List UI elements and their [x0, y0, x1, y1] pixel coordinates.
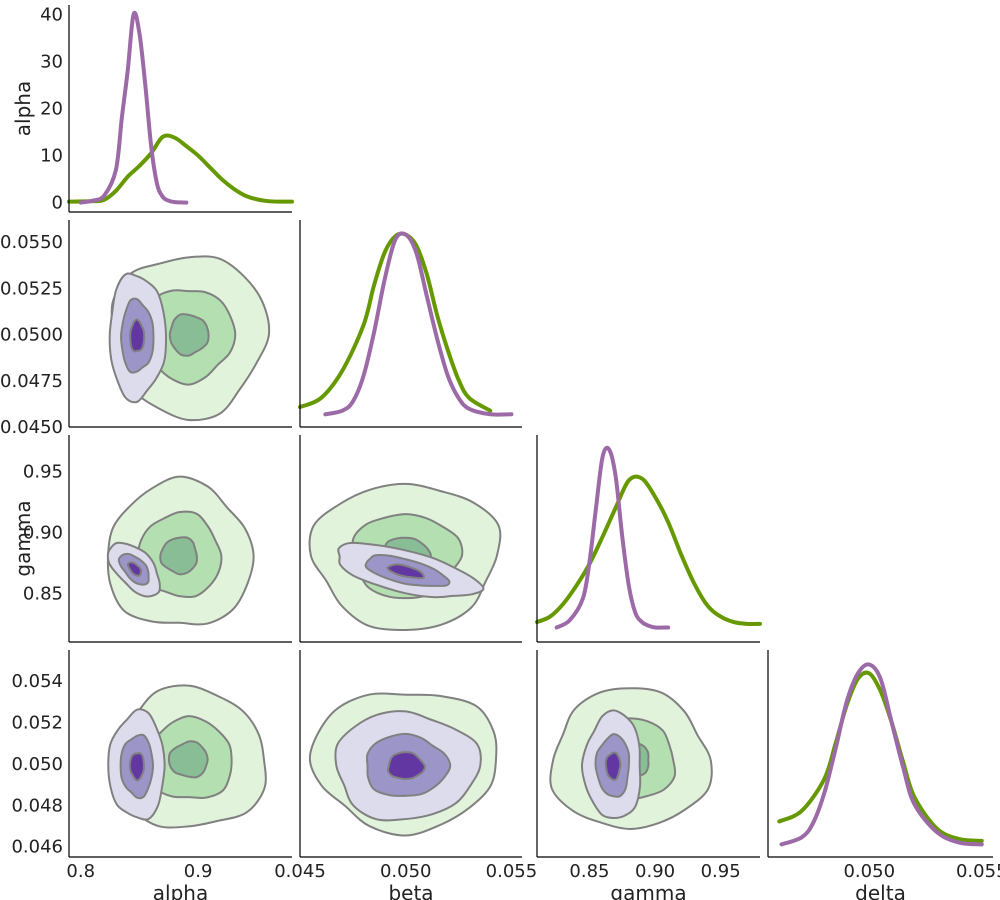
y-tick-label-gamma-3: 0.95 — [23, 462, 63, 483]
x-tick-label-beta-2: 0.050 — [380, 861, 432, 882]
joint-panel-beta-gamma — [308, 482, 502, 632]
x-tick-label-gamma-2: 0.90 — [635, 861, 675, 882]
x-tick-label-delta-2: 0.055 — [956, 861, 1000, 882]
joint-contours-alpha-beta — [108, 255, 271, 422]
density-curve-beta-series-2 — [323, 231, 514, 417]
x-tick-label-alpha-1: 0.8 — [66, 861, 95, 882]
joint-contours-gamma-delta — [549, 687, 713, 830]
x-tick-label-gamma-3: 0.95 — [701, 861, 741, 882]
density-curve-alpha-series-1 — [67, 133, 294, 204]
density-curve-delta-series-2 — [779, 662, 984, 847]
y-tick-label-beta-2: 0.0475 — [0, 371, 63, 392]
y-tick-label-alpha-1: 0 — [52, 193, 63, 214]
y-tick-label-gamma-2: 0.90 — [23, 522, 63, 543]
contour-alpha-gamma-series-2-level-3 — [126, 561, 143, 577]
joint-contours-beta-delta — [308, 692, 498, 837]
marginal-panel-gamma — [535, 445, 762, 630]
y-tick-label-delta-2: 0.048 — [11, 795, 63, 816]
y-axis-title-alpha: alpha — [11, 81, 35, 136]
y-tick-label-delta-1: 0.046 — [11, 837, 63, 858]
joint-contours-beta-gamma — [308, 482, 502, 632]
density-curve-alpha-series-2 — [78, 10, 189, 205]
y-tick-label-beta-3: 0.0500 — [0, 325, 63, 346]
contour-alpha-beta-series-1-level-3 — [168, 313, 210, 357]
contour-alpha-delta-series-2-level-3 — [128, 752, 145, 782]
x-tick-label-delta-1: 0.050 — [843, 861, 895, 882]
joint-panel-gamma-delta — [549, 687, 713, 830]
x-axis-title-gamma: gamma — [610, 881, 686, 900]
x-axis-title-alpha: alpha — [153, 881, 208, 900]
joint-contours-alpha-gamma — [106, 475, 255, 626]
contour-alpha-beta-series-2-level-3 — [129, 318, 146, 353]
y-tick-label-beta-5: 0.0550 — [0, 232, 63, 253]
joint-contours-alpha-delta — [107, 684, 267, 829]
y-tick-label-alpha-3: 20 — [40, 99, 63, 120]
y-tick-label-alpha-5: 40 — [40, 4, 63, 25]
y-tick-label-delta-3: 0.050 — [11, 754, 63, 775]
marginal-panel-beta — [298, 231, 514, 417]
density-curve-gamma-series-1 — [535, 474, 762, 626]
y-tick-label-beta-1: 0.0450 — [0, 417, 63, 438]
x-tick-label-beta-3: 0.055 — [486, 861, 538, 882]
contour-beta-gamma-series-2-level-3 — [386, 563, 426, 580]
y-axis-title-gamma: gamma — [11, 500, 35, 576]
x-axis-title-delta: delta — [855, 881, 906, 900]
x-tick-label-gamma-1: 0.85 — [569, 861, 609, 882]
joint-panel-alpha-gamma — [106, 475, 255, 626]
joint-panel-alpha-beta — [108, 255, 271, 422]
y-tick-label-gamma-1: 0.85 — [23, 583, 63, 604]
y-tick-label-delta-5: 0.054 — [11, 671, 63, 692]
density-curve-gamma-series-2 — [554, 445, 671, 630]
marginal-panel-delta — [777, 662, 984, 847]
x-tick-label-alpha-2: 0.9 — [184, 861, 213, 882]
y-tick-label-alpha-2: 10 — [40, 146, 63, 167]
contour-beta-delta-series-2-level-3 — [387, 751, 426, 781]
y-tick-label-delta-4: 0.052 — [11, 712, 63, 733]
joint-panel-beta-delta — [308, 692, 498, 837]
contour-gamma-delta-series-2-level-3 — [604, 751, 622, 781]
x-tick-label-beta-1: 0.045 — [274, 861, 326, 882]
y-tick-label-beta-4: 0.0525 — [0, 278, 63, 299]
joint-panel-alpha-delta — [107, 684, 267, 829]
marginal-panel-alpha — [67, 10, 294, 205]
contour-alpha-gamma-series-1-level-3 — [159, 536, 198, 576]
y-tick-label-alpha-4: 30 — [40, 51, 63, 72]
density-curve-delta-series-1 — [777, 670, 984, 843]
density-curve-beta-series-1 — [298, 231, 493, 413]
x-axis-title-beta: beta — [388, 881, 433, 900]
contour-alpha-delta-series-1-level-3 — [167, 740, 209, 779]
